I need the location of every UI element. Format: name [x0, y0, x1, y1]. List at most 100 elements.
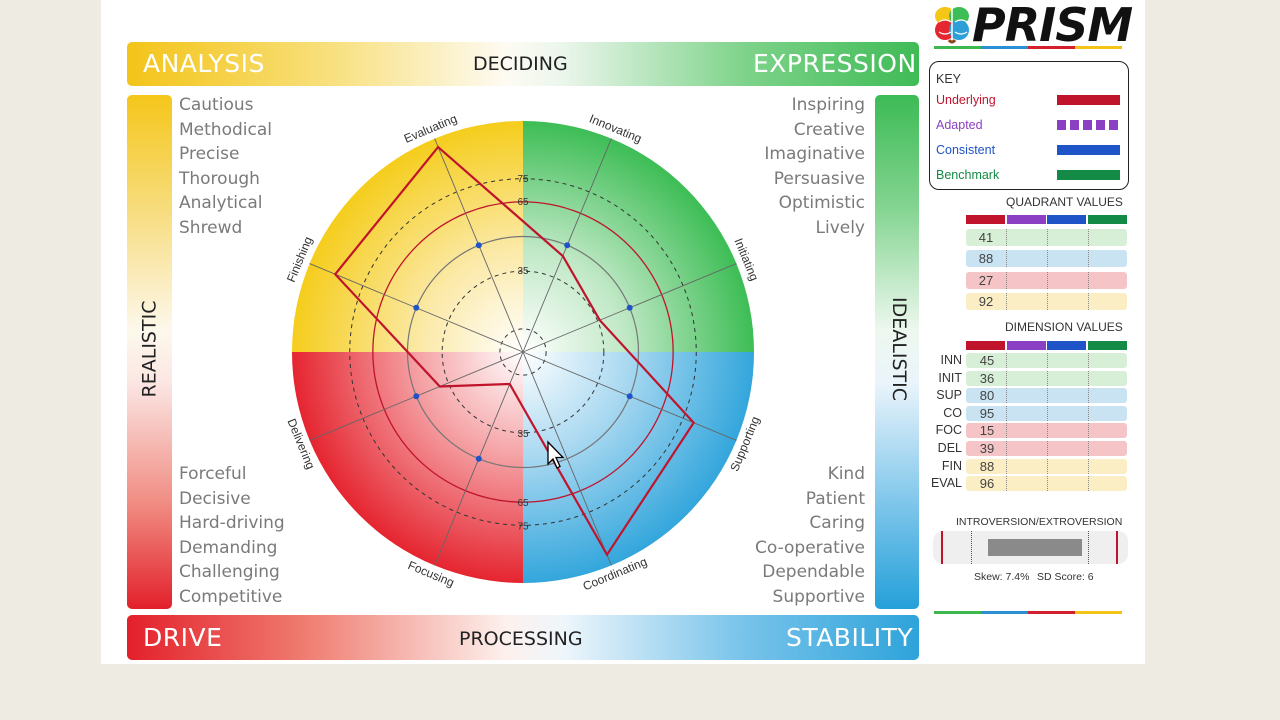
quadrant-value: 41 [978, 230, 994, 245]
top-band [127, 42, 919, 86]
dimension-divider [1088, 370, 1089, 386]
deciding-label: DECIDING [473, 53, 568, 75]
dimension-label: CO [943, 405, 962, 420]
ring-65 [372, 201, 674, 503]
expression-label: EXPRESSION [753, 49, 917, 78]
quadrant-header-swatch [1006, 215, 1046, 224]
stability-label: STABILITY [786, 623, 914, 652]
key-swatch-adapted [1057, 120, 1120, 130]
marker-finishing [413, 304, 420, 311]
quadrant-value: 92 [978, 293, 994, 309]
spoke-coordinating [522, 351, 612, 566]
marker-initiating [626, 304, 633, 311]
intro-extro-title: INTROVERSION/EXTROVERSION [956, 516, 1123, 528]
quadrant-divider [1047, 250, 1048, 268]
quadrant-divider [1006, 271, 1007, 289]
key-label-consistent: Consistent [936, 143, 996, 157]
dimension-label: FOC [935, 423, 962, 438]
trait-item: Kind [827, 464, 865, 484]
drive-label: DRIVE [143, 623, 223, 652]
quadrant-divider [1006, 229, 1007, 246]
traits-bottom-left: Forceful Decisive Hard-driving Demanding… [179, 462, 285, 610]
quadrant-divider [1088, 271, 1089, 289]
dimension-divider [1047, 441, 1048, 456]
series-underlying [333, 145, 696, 557]
ring-label-top: 35 [517, 266, 529, 277]
quadrant-values-title: QUADRANT VALUES [1006, 195, 1123, 209]
trait-item: Thorough [179, 168, 260, 189]
dimension-header-swatch [1006, 341, 1046, 350]
dimension-divider [1088, 423, 1089, 439]
dimension-value: 88 [979, 458, 995, 474]
scale-tick-right [1088, 531, 1089, 564]
trait-item: Forceful [179, 464, 247, 484]
dimension-divider [1047, 423, 1048, 439]
traits-top-left: Cautious Methodical Precise Thorough Ana… [179, 93, 272, 241]
dimension-divider [1006, 441, 1007, 456]
dimension-label: INN [940, 353, 962, 367]
left-band [127, 95, 172, 609]
traits-top-right: Inspiring Creative Imaginative Persuasiv… [735, 93, 865, 241]
dimension-divider [1088, 441, 1089, 456]
bottom-band [127, 615, 919, 660]
dimension-label: DEL [937, 441, 962, 455]
dimension-divider [1006, 353, 1007, 368]
quadrant-divider [1006, 292, 1007, 310]
mouse-cursor-icon [547, 440, 565, 469]
quadrant-divider [1006, 250, 1007, 268]
dimension-value: 80 [979, 388, 995, 404]
quadrant-divider [1088, 250, 1089, 268]
ring-75 [349, 178, 697, 526]
traits-bottom-right: Kind Patient Caring Co-operative Dependa… [735, 462, 865, 610]
footer-color-bar [934, 611, 1122, 614]
dimension-divider [1047, 405, 1048, 421]
quadrant-divider [1047, 271, 1048, 289]
trait-item: Creative [793, 119, 865, 140]
marker-evaluating [475, 242, 482, 249]
trait-item: Inspiring [791, 95, 865, 115]
logo-color-bar [934, 46, 1122, 49]
dimension-divider [1006, 458, 1007, 474]
marker-innovating [564, 242, 571, 249]
dimension-divider [1047, 388, 1048, 404]
quadrant-header-swatch [1047, 215, 1086, 224]
quadrant-divider [1047, 229, 1048, 246]
trait-item: Competitive [179, 586, 283, 607]
key-label-benchmark: Benchmark [936, 168, 1000, 182]
scale-tick-left [971, 531, 972, 564]
marker-supporting [626, 393, 633, 400]
ring-label-bottom: 65 [517, 498, 529, 509]
dimension-value: 96 [979, 476, 995, 492]
trait-item: Shrewd [179, 217, 243, 238]
dimension-divider [1047, 353, 1048, 368]
right-band [875, 95, 919, 609]
trait-item: Decisive [179, 488, 251, 509]
marker-delivering [413, 393, 420, 400]
ring-35 [441, 270, 605, 434]
key-label-adapted: Adapted [936, 118, 983, 132]
dimension-value: 45 [979, 353, 995, 368]
dimension-divider [1006, 423, 1007, 439]
quadrant-header-swatch [966, 215, 1005, 224]
dimension-divider [1006, 476, 1007, 492]
dimension-value: 39 [979, 441, 995, 456]
trait-item: Challenging [179, 562, 280, 583]
dimension-value: 36 [979, 370, 995, 386]
dimension-divider [1088, 388, 1089, 404]
dimension-divider [1088, 353, 1089, 368]
idealistic-label: IDEALISTIC [887, 297, 910, 401]
processing-label: PROCESSING [459, 628, 583, 650]
quadrant-expression [523, 121, 754, 352]
dimension-divider [1088, 405, 1089, 421]
prism-brain-logo-icon [935, 7, 969, 44]
dimension-label: EVAL [930, 476, 962, 491]
trait-item: Methodical [179, 119, 272, 140]
quadrant-stability [523, 352, 754, 583]
dimension-header-swatch [1087, 341, 1127, 350]
trait-item: Optimistic [778, 193, 865, 214]
quadrant-value: 27 [978, 272, 994, 288]
dimension-label: SUP [936, 388, 962, 403]
trait-item: Patient [805, 488, 865, 509]
key-swatch-benchmark [1057, 170, 1120, 180]
ring-label-bottom: 35 [517, 429, 529, 440]
